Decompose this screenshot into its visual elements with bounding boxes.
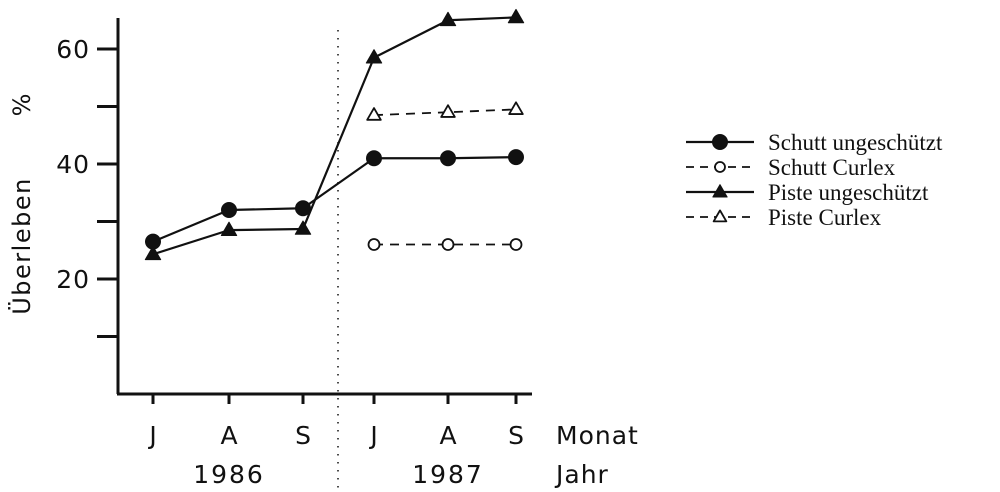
x-tick-label: J bbox=[368, 421, 377, 450]
data-point bbox=[366, 107, 382, 121]
legend-label: Schutt ungeschützt bbox=[768, 130, 943, 155]
y-tick-label: 40 bbox=[56, 150, 90, 179]
data-point bbox=[144, 245, 162, 261]
y-axis-label: Überleben bbox=[7, 177, 36, 315]
data-point bbox=[220, 221, 238, 236]
data-point bbox=[295, 200, 311, 217]
series-line bbox=[302, 156, 517, 210]
data-point bbox=[439, 11, 457, 27]
x-axis-label-secondary: Jahr bbox=[554, 460, 609, 489]
legend-marker bbox=[714, 161, 726, 173]
year-label-1987: 1987 bbox=[412, 460, 484, 489]
year-label-1986: 1986 bbox=[193, 460, 265, 489]
data-point bbox=[367, 238, 381, 251]
data-point bbox=[221, 202, 237, 218]
series-line bbox=[152, 16, 517, 256]
legend-marker bbox=[712, 134, 728, 150]
legend-label: Piste Curlex bbox=[768, 205, 882, 230]
data-point bbox=[508, 101, 524, 115]
data-point bbox=[507, 8, 525, 24]
data-point bbox=[440, 150, 456, 167]
x-tick-label: A bbox=[220, 421, 237, 450]
data-point bbox=[508, 149, 524, 166]
legend-marker bbox=[712, 184, 728, 198]
data-point bbox=[294, 220, 312, 235]
data-point bbox=[440, 104, 456, 118]
series-markers bbox=[144, 8, 525, 261]
data-point bbox=[509, 238, 523, 251]
series-lines bbox=[152, 16, 517, 256]
data-point bbox=[441, 238, 455, 251]
y-tick-label: 60 bbox=[56, 35, 90, 64]
x-tick-label: J bbox=[147, 421, 156, 450]
data-point bbox=[366, 150, 382, 167]
axis-ticks: 20 40 60 J A S J A S bbox=[56, 35, 524, 450]
legend-label: Piste ungeschützt bbox=[768, 180, 929, 205]
x-tick-label: S bbox=[295, 421, 311, 450]
series-line bbox=[373, 108, 517, 117]
plot-area bbox=[116, 18, 532, 492]
x-tick-label: A bbox=[439, 421, 456, 450]
legend-label: Schutt Curlex bbox=[768, 155, 896, 180]
x-axis-label: Monat bbox=[556, 421, 639, 450]
legend-marker bbox=[712, 209, 728, 223]
data-point bbox=[365, 49, 383, 64]
x-tick-label: S bbox=[508, 421, 524, 450]
y-tick-label: 20 bbox=[56, 265, 90, 294]
y-axis-unit: % bbox=[8, 94, 36, 117]
